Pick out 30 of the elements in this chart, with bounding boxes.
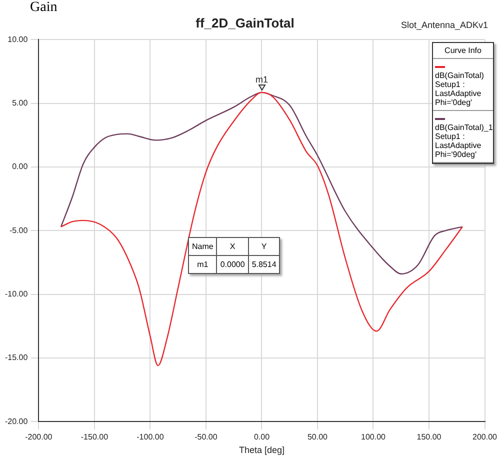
- annotation: X: [216, 238, 248, 256]
- y-tick-label: 5.00: [12, 98, 28, 108]
- legend-label: dB(GainTotal) Setup1 : LastAdaptive Phi='0deg': [433, 59, 493, 111]
- annotation: 5.8514: [248, 256, 280, 274]
- annotation: Name: [188, 238, 217, 256]
- y-tick-label: 0.00: [12, 162, 28, 172]
- x-tick-label: 200.00: [472, 432, 498, 442]
- y-tick-label: -10.00: [4, 289, 28, 298]
- annotation: m1: [255, 74, 268, 84]
- x-tick-label: 150.00: [416, 432, 442, 442]
- y-tick-label: -20.00: [4, 416, 28, 426]
- x-axis-title: Theta [deg]: [238, 445, 284, 456]
- x-tick-label: -200.00: [25, 432, 53, 442]
- x-tick-label: 100.00: [361, 432, 386, 442]
- y-tick-label: 10.00: [8, 34, 28, 44]
- annotation: 0.0000: [216, 256, 248, 274]
- chart-title: ff_2D_GainTotal: [196, 15, 294, 30]
- x-tick-label: -150.00: [80, 432, 109, 442]
- legend-title: Curve Info: [433, 43, 493, 59]
- chart-subtitle: Slot_Antenna_ADKv1: [400, 20, 488, 30]
- text: Gain: [30, 0, 58, 16]
- legend-label: dB(GainTotal)_1 Setup1 : LastAdaptive Phi='90deg': [433, 111, 493, 163]
- y-tick-label: -5.00: [9, 226, 28, 235]
- x-tick-label: -100.00: [136, 432, 164, 442]
- x-tick-label: 0.00: [254, 432, 270, 442]
- annotation: Y: [248, 238, 280, 256]
- x-tick-label: 50.00: [307, 432, 328, 442]
- x-tick-label: -50.00: [194, 432, 218, 442]
- y-tick-label: -15.00: [4, 353, 28, 362]
- annotation: m1: [188, 256, 217, 274]
